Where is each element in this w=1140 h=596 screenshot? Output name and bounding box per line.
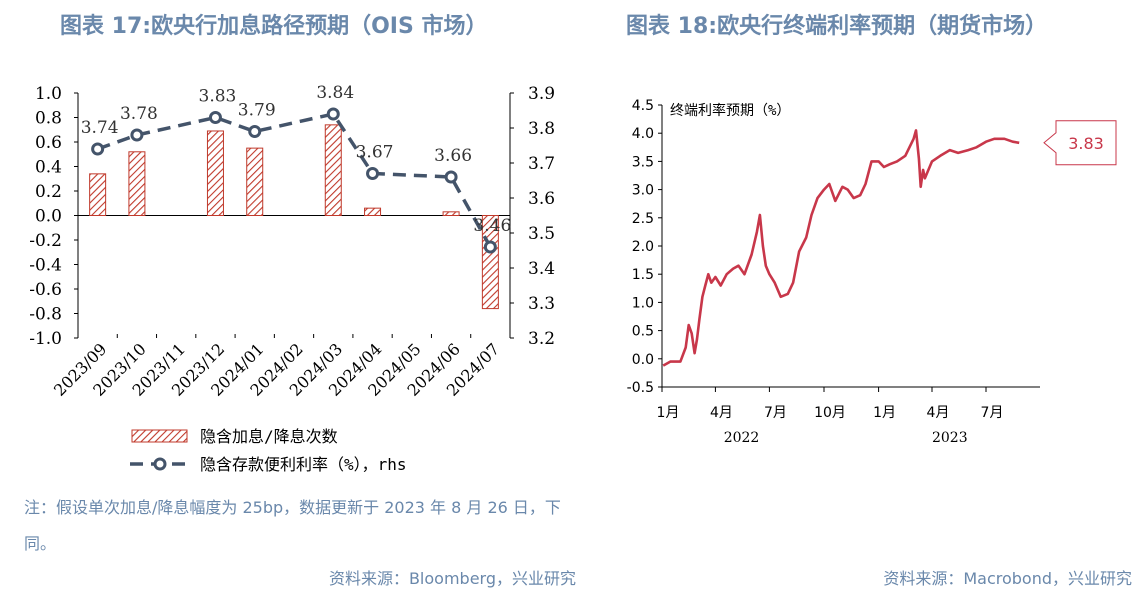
- chart-left-title: 图表 17:欧央行加息路径预期（OIS 市场）: [60, 14, 488, 39]
- rate-point: [130, 128, 144, 142]
- deposit-rate-line: [97, 112, 492, 248]
- x-month-label: 1月: [873, 405, 896, 421]
- right-tick-label: 3.4: [528, 259, 555, 279]
- left-tick-label: 0.6: [35, 133, 62, 153]
- left-tick-label: 0.2: [35, 182, 62, 202]
- left-tick-label: 0.0: [35, 207, 62, 227]
- x-month-label: 4月: [927, 405, 950, 421]
- y-tick-label: 1.0: [632, 295, 654, 311]
- terminal-rate-line: [662, 129, 1020, 367]
- bar-implied-hikes: [324, 124, 342, 216]
- chart-note: 注：假设单次加息/降息幅度为 25bp，数据更新于 2023 年 8 月 26 …: [24, 498, 561, 553]
- right-tick-label: 3.2: [528, 329, 555, 349]
- rate-data-label: 3.74: [81, 118, 119, 138]
- y-tick-label: 0.0: [632, 352, 654, 368]
- left-tick-label: -1.0: [29, 329, 62, 349]
- y-tick-label: 0.5: [632, 324, 654, 340]
- bar-implied-hikes: [246, 147, 264, 216]
- left-tick-label: 1.0: [35, 84, 62, 104]
- end-label-callout: [1043, 120, 1117, 166]
- rate-point: [248, 125, 262, 138]
- legend-line-label: 隐含存款便利利率（%），rhs: [200, 455, 407, 474]
- y-tick-label: 2.5: [632, 211, 654, 227]
- bar-implied-hikes: [89, 173, 107, 216]
- x-month-label: 7月: [981, 405, 1004, 421]
- rate-data-label: 3.79: [238, 101, 276, 121]
- left-tick-label: -0.8: [29, 305, 62, 325]
- rate-data-label: 3.83: [199, 87, 237, 107]
- right-tick-label: 3.5: [528, 224, 555, 244]
- x-month-label: 10月: [814, 405, 846, 421]
- bar-implied-hikes: [442, 211, 460, 216]
- rate-point: [208, 111, 222, 124]
- rate-data-label: 3.66: [434, 146, 472, 166]
- rate-point: [366, 167, 380, 180]
- rate-data-label: 3.78: [120, 104, 158, 124]
- right-tick-label: 3.9: [528, 84, 555, 104]
- rate-data-label: 3.67: [356, 143, 394, 163]
- x-year-label: 2022: [724, 430, 760, 446]
- ois-chart: 1.0 0.8 0.6 0.4 0.2 0.0 -0.2 -0.4 -0.6 -0.8 -1.0 3.…: [29, 83, 555, 474]
- y-tick-label: -0.5: [627, 380, 654, 396]
- legend-bar-swatch: [131, 429, 188, 443]
- y-tick-label: 3.0: [632, 183, 654, 199]
- bar-implied-hikes: [364, 207, 382, 216]
- left-tick-label: -0.2: [29, 231, 62, 251]
- y-tick-label: 2.0: [632, 239, 654, 255]
- futures-chart: 4.54.03.53.02.52.01.51.00.50.0-0.51月 4月 7月…: [627, 98, 1117, 446]
- right-tick-label: 3.8: [528, 119, 555, 139]
- y-tick-label: 4.0: [632, 126, 654, 142]
- y-tick-label: 3.5: [632, 154, 654, 170]
- rate-point: [444, 170, 458, 184]
- left-tick-label: 0.4: [35, 158, 62, 178]
- left-tick-label: -0.4: [29, 256, 62, 276]
- rate-point: [483, 240, 497, 254]
- legend-bar-label: 隐含加息/降息次数: [200, 427, 338, 446]
- rate-data-label: 3.84: [316, 83, 354, 103]
- rate-data-label: 3.46: [473, 216, 511, 236]
- legend-line-marker: [153, 457, 167, 471]
- rate-point: [326, 107, 340, 121]
- right-tick-label: 3.7: [528, 154, 555, 174]
- y-tick-label: 4.5: [632, 98, 654, 114]
- y-tick-label: 1.5: [632, 267, 654, 283]
- source-right: 资料来源：Macrobond，兴业研究: [883, 569, 1132, 588]
- x-month-label: 4月: [710, 405, 733, 421]
- rate-point: [91, 142, 105, 156]
- series-label: 终端利率预期（%）: [670, 102, 790, 119]
- bar-implied-hikes: [206, 130, 224, 216]
- bar-implied-hikes: [128, 151, 146, 217]
- end-value-label: 3.83: [1068, 134, 1104, 153]
- left-tick-label: -0.6: [29, 280, 62, 300]
- chart-right-title: 图表 18:欧央行终端利率预期（期货市场）: [626, 14, 1048, 39]
- right-tick-label: 3.6: [528, 189, 555, 209]
- x-month-label: 1月: [657, 405, 680, 421]
- left-tick-label: 0.8: [35, 109, 62, 129]
- x-year-label: 2023: [932, 430, 968, 446]
- right-tick-label: 3.3: [528, 294, 555, 314]
- x-month-label: 7月: [764, 405, 787, 421]
- source-left: 资料来源：Bloomberg，兴业研究: [328, 569, 576, 588]
